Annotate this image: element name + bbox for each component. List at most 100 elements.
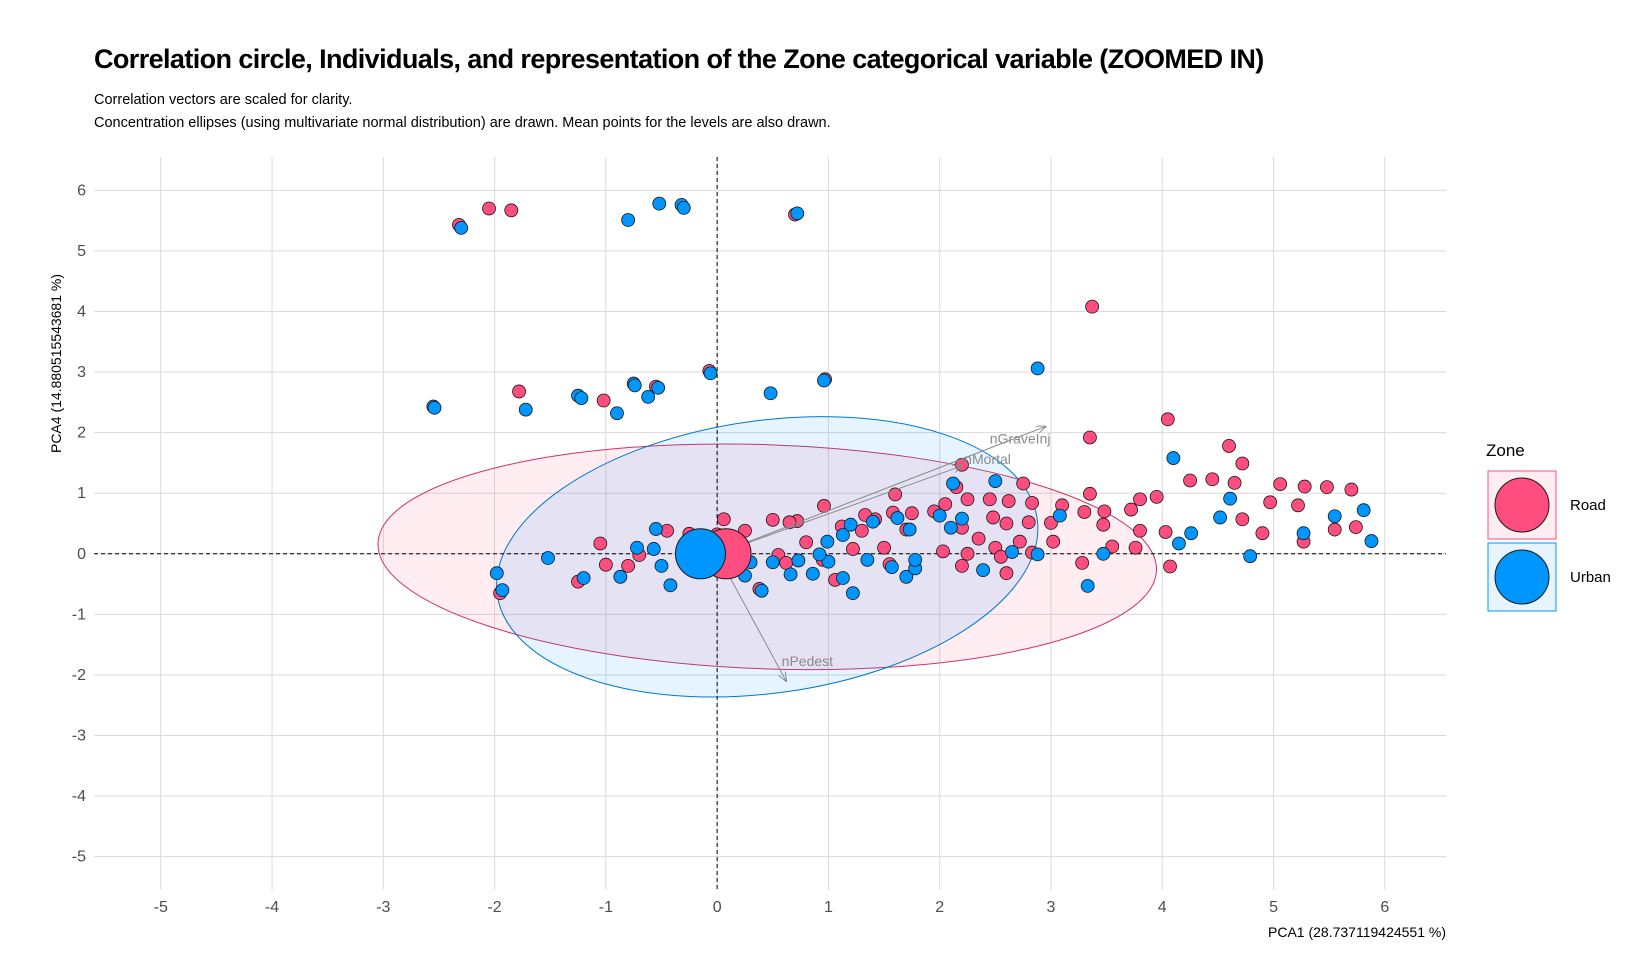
point-road (999, 516, 1014, 531)
point-road (982, 492, 997, 507)
point-road (938, 497, 953, 512)
point-road (1291, 498, 1305, 513)
point-urban (1166, 451, 1181, 465)
point-urban (1243, 549, 1258, 564)
point-road (1133, 523, 1147, 538)
point-urban (843, 517, 858, 532)
chart-subtitle-line-2: Concentration ellipses (using multivaria… (94, 115, 831, 131)
point-road (782, 515, 797, 530)
point-urban (613, 569, 628, 584)
y-axis-title: PCA4 (14.880515543681 %) (48, 274, 64, 453)
y-tick-label: 3 (77, 364, 86, 381)
x-tick-label: -5 (154, 899, 168, 916)
point-urban (649, 522, 663, 536)
x-tick-label: 1 (824, 899, 833, 916)
vector-label-nmortal: nMortal (964, 451, 1011, 467)
point-road (936, 544, 950, 559)
point-urban (630, 540, 644, 555)
point-urban (835, 571, 850, 585)
vector-ngraveinj (716, 427, 1045, 555)
y-tick-label: -3 (72, 728, 86, 745)
point-urban (1327, 509, 1342, 524)
legend-items: Road Urban (1487, 470, 1611, 612)
point-urban (541, 551, 555, 565)
x-tick-label: -3 (376, 899, 390, 916)
point-road (846, 542, 860, 556)
vector-nmortal (716, 466, 962, 555)
point-urban (1005, 545, 1019, 559)
point-road (999, 566, 1014, 581)
point-urban (427, 400, 442, 415)
vector-label-npedest: nPedest (782, 653, 833, 669)
point-urban (846, 586, 860, 601)
point-urban (805, 566, 820, 581)
y-tick-label: 2 (77, 425, 86, 442)
point-urban (495, 583, 510, 598)
point-urban (1096, 546, 1111, 561)
point-road (854, 523, 869, 538)
point-urban (790, 206, 805, 221)
point-road (1263, 495, 1278, 510)
point-road (1016, 476, 1031, 491)
point-road (986, 510, 1001, 525)
point-road (1327, 522, 1342, 537)
point-road (904, 506, 919, 521)
point-urban (783, 567, 798, 582)
point-road (1163, 559, 1177, 574)
point-urban (703, 366, 718, 381)
point-urban (820, 534, 835, 549)
point-urban (812, 547, 827, 562)
point-road (598, 557, 613, 572)
point-road (512, 384, 526, 399)
point-road (1348, 520, 1363, 535)
point-urban (976, 563, 990, 578)
x-tick-label: 3 (1047, 899, 1056, 916)
point-road (1021, 515, 1036, 530)
point-urban (1030, 361, 1045, 376)
point-urban (654, 559, 669, 573)
point-urban (1213, 510, 1228, 525)
point-road (482, 201, 496, 216)
point-urban (454, 220, 469, 235)
point-road (1105, 539, 1120, 554)
point-urban (866, 514, 880, 529)
point-road (596, 393, 611, 408)
point-urban (821, 554, 836, 569)
point-road (1096, 517, 1111, 532)
x-tick-label: -2 (487, 899, 501, 916)
point-road (1001, 494, 1016, 508)
point-urban (884, 560, 899, 575)
y-tick-label: -1 (72, 606, 86, 623)
point-road (716, 512, 731, 527)
point-road (504, 203, 519, 218)
point-road (1227, 476, 1242, 490)
point-urban (574, 391, 589, 406)
axis-ticks: -5 -4 -3 -2 -1 0 1 2 3 4 5 6 -5 -4 -3 -2 -1 0 1 2 3 4 5 6 (72, 182, 1390, 916)
point-urban (1223, 491, 1238, 506)
chart-title: Correlation circle, Individuals, and rep… (94, 44, 1264, 74)
point-road (1124, 502, 1138, 517)
y-tick-label: 5 (77, 243, 86, 260)
point-urban (763, 386, 778, 401)
point-urban (576, 571, 591, 585)
point-road (955, 559, 969, 573)
point-urban (899, 569, 914, 584)
x-tick-label: -1 (599, 899, 613, 916)
point-road (1160, 412, 1175, 427)
point-urban (1080, 578, 1095, 593)
point-road (1158, 525, 1173, 539)
point-urban (817, 373, 831, 388)
legend-label-road: Road (1570, 497, 1606, 514)
chart-subtitle-line-1: Correlation vectors are scaled for clari… (94, 92, 353, 108)
point-road (1083, 430, 1097, 445)
point-road (960, 546, 975, 561)
point-road (765, 512, 780, 527)
point-urban (902, 522, 917, 537)
y-tick-label: 1 (77, 485, 86, 502)
point-urban (1172, 536, 1186, 551)
point-urban (489, 566, 504, 581)
grid-lines (94, 157, 1446, 890)
point-urban (646, 542, 661, 556)
point-road (1255, 526, 1270, 541)
